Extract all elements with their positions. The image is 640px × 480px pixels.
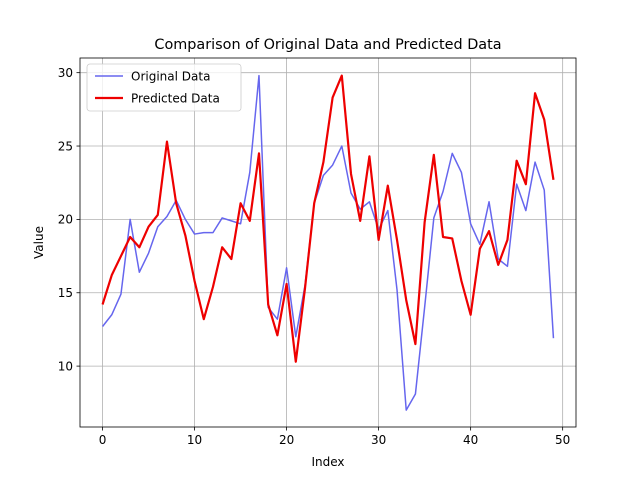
series-lines — [101, 74, 555, 411]
y-tick-label: 25 — [58, 139, 73, 153]
legend-label: Predicted Data — [131, 91, 220, 105]
series-line-original-data — [101, 74, 555, 411]
y-tick-label: 30 — [58, 66, 73, 80]
legend: Original Data Predicted Data — [86, 63, 242, 112]
x-tick-label: 0 — [99, 433, 107, 447]
axis-ticks: 0 10 20 30 40 50 10 15 20 25 30 — [58, 66, 571, 447]
x-tick-label: 50 — [555, 433, 570, 447]
plot-area-frame — [79, 57, 577, 428]
x-tick-label: 40 — [463, 433, 478, 447]
x-tick-label: 30 — [371, 433, 386, 447]
chart-title: Comparison of Original Data and Predicte… — [154, 37, 501, 53]
x-tick-label: 10 — [187, 433, 202, 447]
series-line-predicted-data — [101, 74, 555, 363]
legend-box — [86, 63, 242, 112]
y-tick-label: 20 — [58, 213, 73, 227]
y-tick-label: 15 — [58, 286, 73, 300]
y-axis-label: Value — [32, 226, 46, 259]
y-tick-label: 10 — [58, 359, 73, 373]
x-axis-label: Index — [311, 455, 344, 469]
legend-label: Original Data — [131, 69, 210, 83]
gridlines — [80, 58, 576, 427]
x-tick-label: 20 — [279, 433, 294, 447]
